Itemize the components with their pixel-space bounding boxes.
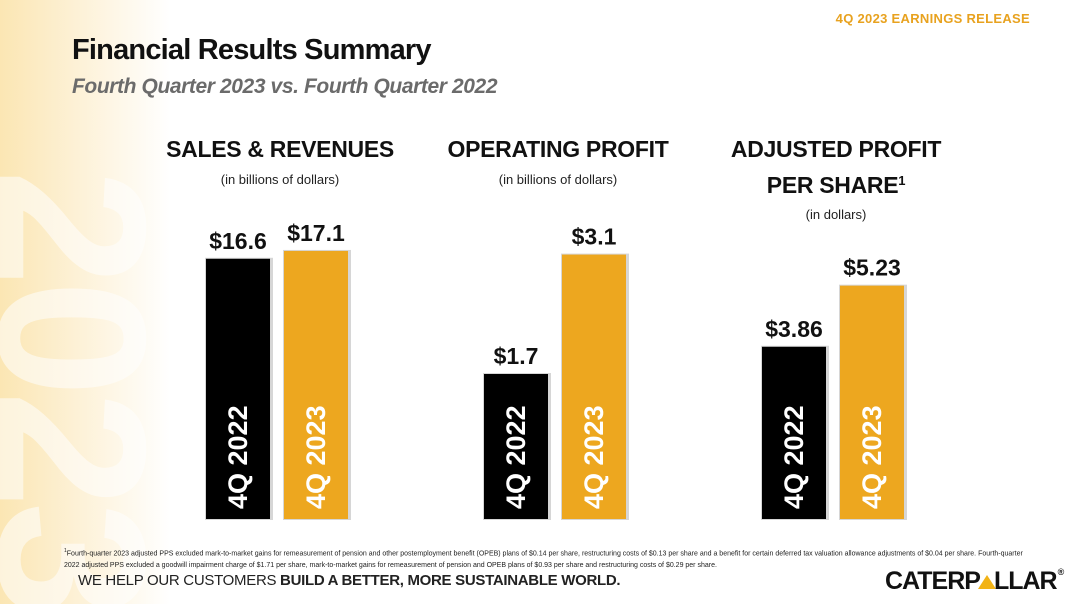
- bar-value-label: $16.6: [209, 228, 267, 254]
- sales-revenues-units: (in billions of dollars): [220, 172, 340, 187]
- bar-category-label: 4Q 2022: [779, 405, 809, 509]
- earnings-release-tag: 4Q 2023 EARNINGS RELEASE: [835, 11, 1030, 26]
- bar-value-label: $3.86: [765, 316, 823, 342]
- bar-category-label: 4Q 2022: [223, 405, 253, 509]
- bar-value-label: $17.1: [287, 220, 345, 246]
- footnote-marker: 1: [898, 173, 906, 188]
- adjusted-pps-title-line1: ADJUSTED PROFIT: [730, 136, 942, 162]
- footnote-text: Fourth-quarter 2023 adjusted PPS exclude…: [64, 550, 1023, 570]
- bar-value-label: $1.7: [494, 343, 539, 369]
- page-title: Financial Results Summary: [72, 34, 432, 66]
- bar-4q-2023: [284, 250, 348, 519]
- bar-4q-2022: [206, 258, 270, 519]
- caterpillar-logo: CATERP LLAR®: [885, 567, 1065, 595]
- bar-4q-2022: [484, 374, 548, 519]
- bar-4q-2023: [562, 254, 626, 519]
- bar-category-label: 4Q 2022: [501, 405, 531, 509]
- bar-value-label: $5.23: [843, 255, 901, 281]
- tagline-plain: WE HELP OUR CUSTOMERS: [78, 572, 281, 589]
- sales-revenues-title: SALES & REVENUES: [166, 136, 394, 162]
- operating-profit-title: OPERATING PROFIT: [447, 136, 669, 162]
- page-subtitle: Fourth Quarter 2023 vs. Fourth Quarter 2…: [72, 75, 498, 98]
- bar-4q-2023: [840, 285, 904, 519]
- adjusted-pps-title-line2: PER SHARE: [766, 172, 899, 198]
- background-year-watermark: 2023: [0, 0, 170, 604]
- bar-category-label: 4Q 2023: [301, 405, 331, 509]
- footnote: 1Fourth-quarter 2023 adjusted PPS exclud…: [64, 545, 1024, 572]
- logo-triangle-icon: [977, 575, 996, 590]
- operating-profit-units: (in billions of dollars): [498, 172, 618, 187]
- adjusted-pps-units: (in dollars): [805, 207, 867, 222]
- bar-category-label: 4Q 2023: [857, 405, 887, 509]
- tagline: WE HELP OUR CUSTOMERS BUILD A BETTER, MO…: [78, 572, 621, 589]
- bar-4q-2022: [762, 346, 826, 519]
- bar-category-label: 4Q 2023: [579, 405, 609, 509]
- footnote-marker-symbol: 1: [64, 548, 67, 554]
- bar-value-label: $3.1: [572, 224, 617, 250]
- adjusted-pps-title: ADJUSTED PROFIT PER SHARE1: [706, 131, 966, 203]
- tagline-bold: BUILD A BETTER, MORE SUSTAINABLE WORLD.: [280, 572, 621, 589]
